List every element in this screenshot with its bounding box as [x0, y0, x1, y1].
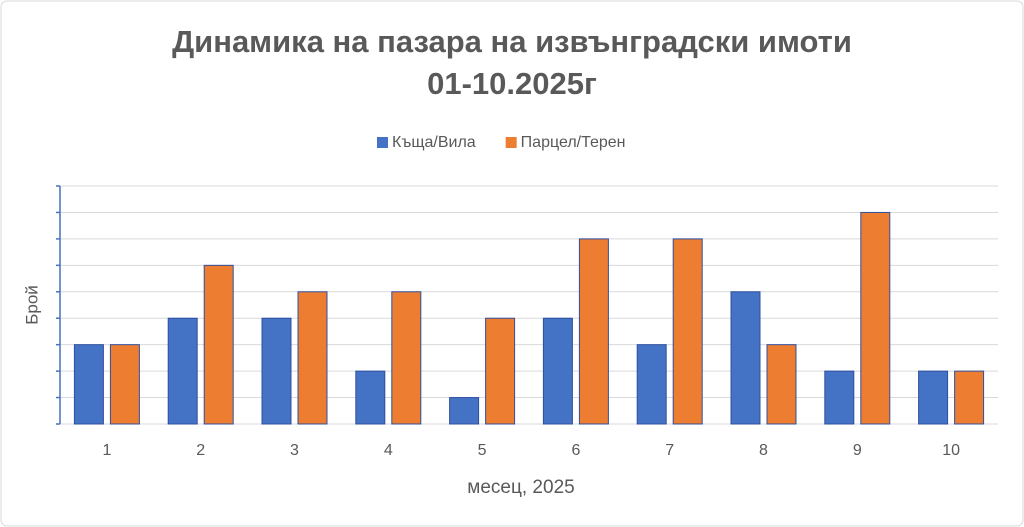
- y-axis-label: Брой: [22, 285, 41, 325]
- bar: [578, 238, 609, 425]
- legend-label: Парцел/Терен: [521, 134, 626, 151]
- bar: [167, 317, 198, 425]
- bar: [485, 317, 516, 425]
- legend-swatch: [505, 137, 517, 148]
- bar: [766, 344, 797, 425]
- chart-subtitle: 01-10.2025г: [427, 66, 597, 101]
- x-tick-label: 4: [384, 442, 393, 459]
- x-tick-label: 9: [853, 442, 862, 459]
- x-tick-label: 5: [478, 442, 487, 459]
- bar: [542, 317, 573, 425]
- x-tick-label: 1: [102, 442, 111, 459]
- x-tick-label: 6: [571, 442, 580, 459]
- x-tick-label: 8: [759, 442, 768, 459]
- bar: [824, 370, 855, 425]
- x-tick-label: 7: [665, 442, 674, 459]
- bar: [672, 238, 703, 425]
- bar: [391, 291, 422, 425]
- bar: [297, 291, 328, 425]
- chart-title: Динамика на пазара на извънградски имоти: [172, 24, 852, 59]
- x-tick-label: 2: [196, 442, 205, 459]
- bar: [954, 370, 985, 425]
- bar: [261, 317, 292, 425]
- bar: [636, 344, 667, 425]
- bar: [109, 344, 140, 425]
- legend-swatch: [377, 137, 388, 148]
- x-axis-label: месец, 2025: [467, 477, 574, 498]
- bar: [449, 397, 480, 425]
- bar: [203, 264, 234, 425]
- bar: [918, 370, 949, 425]
- bar: [730, 291, 761, 425]
- bar: [860, 211, 891, 425]
- bar: [355, 370, 386, 425]
- legend-label: Къща/Вила: [392, 134, 476, 151]
- x-tick-label: 3: [290, 442, 299, 459]
- x-tick-label: 10: [942, 442, 960, 459]
- bar: [73, 344, 104, 425]
